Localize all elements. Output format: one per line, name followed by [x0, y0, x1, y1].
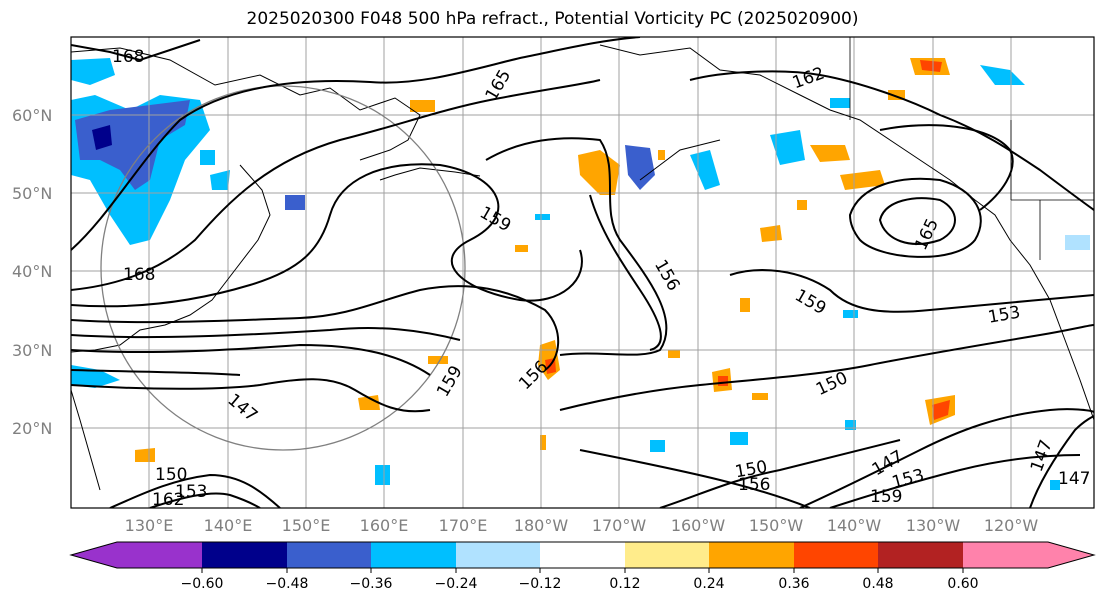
lon-label: 170°W	[592, 516, 647, 535]
colorbar-bin	[117, 542, 202, 568]
lon-label: 180°W	[514, 516, 569, 535]
colorbar-tick-label: 0.48	[862, 576, 893, 592]
colorbar-tick-label: −0.48	[266, 576, 309, 592]
lat-label: 40°N	[12, 262, 52, 281]
colorbar-min-arrow	[71, 542, 117, 568]
colorbar-bin	[963, 542, 1048, 568]
lat-label: 30°N	[12, 341, 52, 360]
colorbar-bin	[709, 542, 794, 568]
colorbar: −0.60 −0.48 −0.36 −0.24 −0.12 0.12 0.24 …	[69, 541, 1096, 592]
lon-label: 140°E	[204, 516, 253, 535]
lon-label: 120°W	[984, 516, 1039, 535]
lon-label: 130°E	[125, 516, 174, 535]
colorbar-tick-label: 0.36	[778, 576, 809, 592]
lat-label: 60°N	[12, 106, 52, 125]
colorbar-outline	[69, 541, 1096, 569]
colorbar-tick-label: 0.12	[609, 576, 640, 592]
colorbar-tick-label: −0.12	[519, 576, 562, 592]
map-area	[71, 37, 1094, 508]
coastlines	[71, 44, 1094, 491]
graticule	[71, 37, 1094, 508]
lon-label: 160°W	[671, 516, 726, 535]
colorbar-bin	[625, 542, 709, 568]
colorbar-bin	[202, 542, 287, 568]
contour-label: 159	[870, 487, 902, 507]
colorbar-max-arrow	[1048, 542, 1094, 568]
latitude-labels: 60°N 50°N 40°N 30°N 20°N	[12, 106, 52, 438]
lon-label: 150°W	[749, 516, 804, 535]
contour-label: 156	[738, 475, 770, 495]
colorbar-tick-label: 0.24	[693, 576, 724, 592]
colorbar-tick-label: −0.24	[435, 576, 478, 592]
height-contours	[71, 37, 1094, 508]
map-frame	[70, 36, 1095, 509]
lat-label: 20°N	[12, 419, 52, 438]
lon-label: 130°W	[906, 516, 961, 535]
colorbar-tick-label: −0.60	[181, 576, 224, 592]
colorbar-bin	[456, 542, 540, 568]
colorbar-bin	[287, 542, 371, 568]
lat-label: 50°N	[12, 184, 52, 203]
lon-label: 140°W	[827, 516, 882, 535]
negative-pv-shading	[71, 58, 1090, 490]
colorbar-bin	[371, 542, 456, 568]
contour-label: 150	[155, 465, 187, 485]
contour-label: 168	[123, 265, 155, 285]
lon-label: 160°E	[360, 516, 409, 535]
colorbar-tick-label: −0.36	[350, 576, 393, 592]
lon-label: 170°E	[439, 516, 488, 535]
contour-label: 147	[1058, 469, 1090, 489]
reference-circle	[100, 85, 466, 451]
colorbar-bin	[794, 542, 878, 568]
colorbar-bin	[540, 542, 625, 568]
lon-label: 150°E	[282, 516, 331, 535]
longitude-labels: 130°E 140°E 150°E 160°E 170°E 180°W 170°…	[125, 516, 1039, 535]
map-title: 2025020300 F048 500 hPa refract., Potent…	[246, 9, 859, 29]
contour-label: 168	[112, 47, 144, 67]
colorbar-tick-label: 0.60	[947, 576, 978, 592]
colorbar-bin	[878, 542, 963, 568]
contour-label: 162	[152, 490, 184, 510]
contour-label: 153	[175, 482, 207, 502]
